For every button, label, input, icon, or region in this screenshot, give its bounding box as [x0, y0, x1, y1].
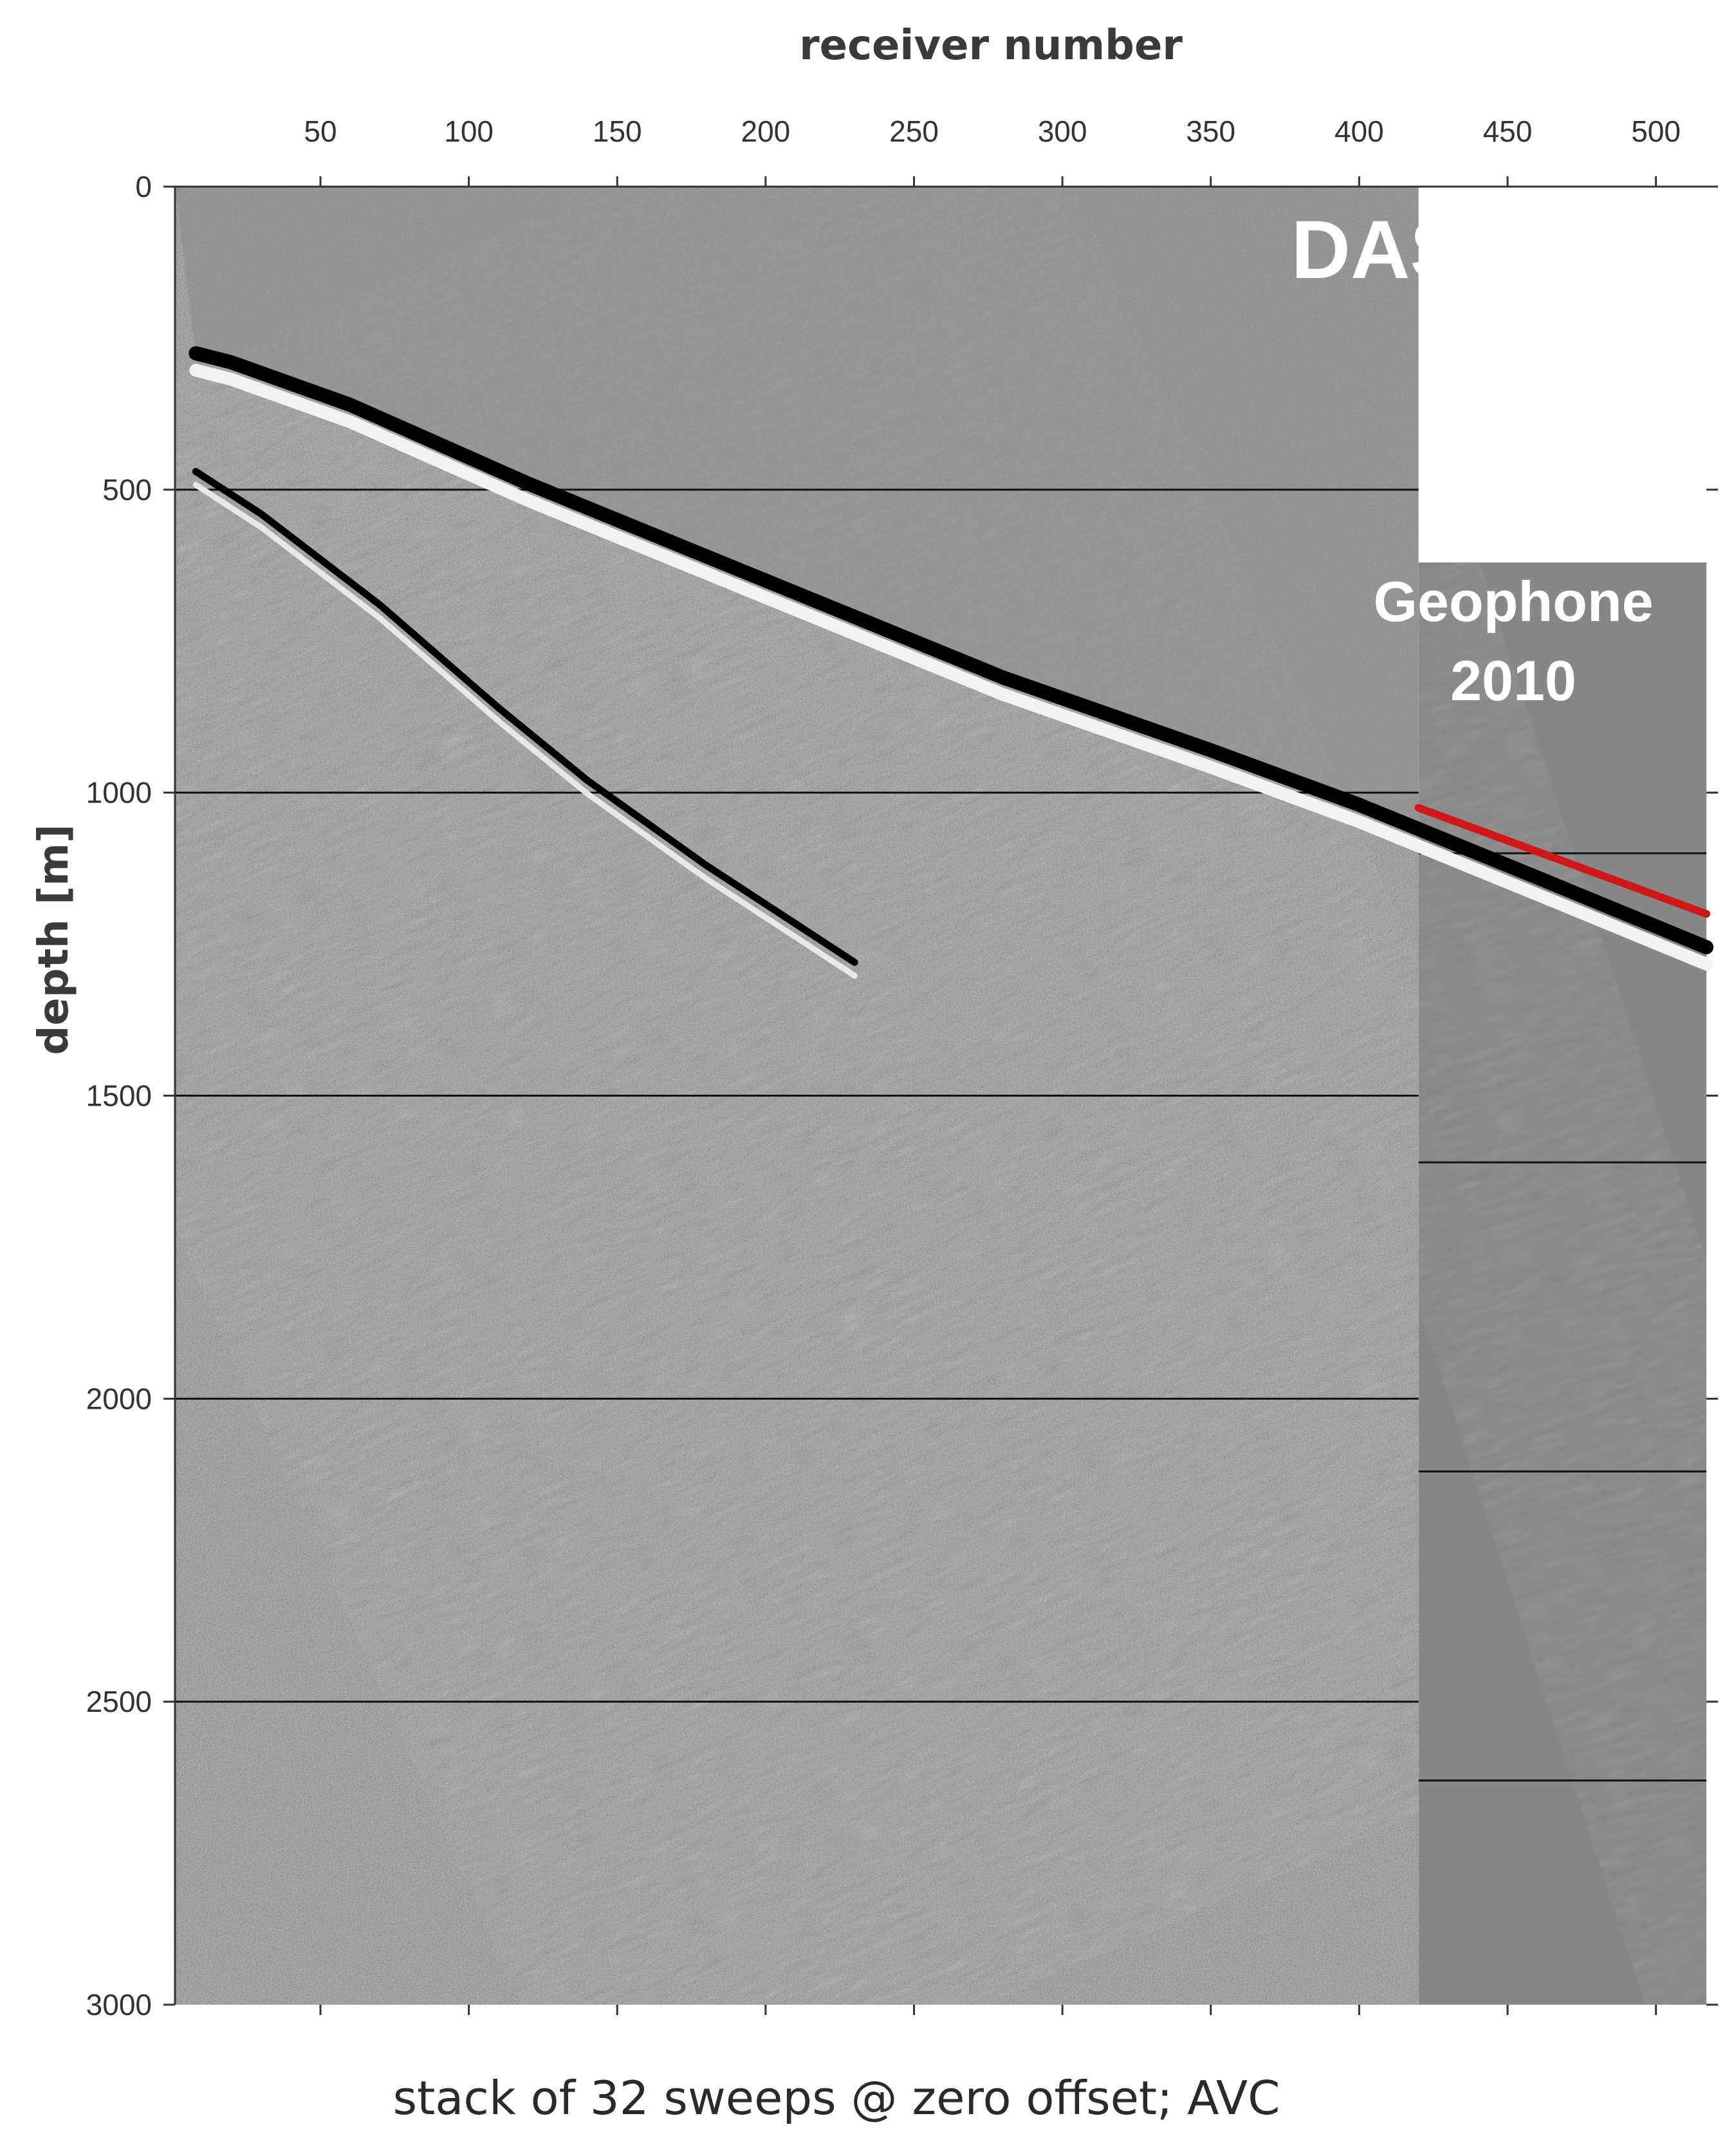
x-tick-label: 150 — [593, 115, 642, 148]
x-tick-label: 250 — [889, 115, 939, 148]
y-ticks: 0 500 1000 1500 2000 2500 3000 — [86, 170, 1718, 2021]
x-tick-label: 100 — [444, 115, 494, 148]
y-tick-label: 1500 — [86, 1079, 152, 1113]
geophone-stripes — [1418, 562, 1707, 2005]
y-tick-label: 0 — [135, 170, 152, 203]
secondary-arrival — [192, 468, 858, 966]
first-arrival-halo — [189, 364, 1713, 971]
secondary-arrival-halo — [192, 481, 858, 979]
x-ticks: 50 100 150 200 250 300 350 400 450 500 — [304, 115, 1681, 2015]
x-tick-label: 50 — [304, 115, 337, 148]
y-tick-label: 2000 — [86, 1382, 152, 1415]
geophone-pick — [1414, 804, 1710, 918]
x-tick-label: 350 — [1186, 115, 1235, 148]
x-tick-label: 200 — [741, 115, 790, 148]
y-axis-title: depth [m] — [30, 824, 78, 1055]
figure-caption: stack of 32 sweeps @ zero offset; AVC — [393, 2071, 1280, 2125]
y-tick-label: 2500 — [86, 1685, 152, 1718]
x-tick-label: 500 — [1631, 115, 1681, 148]
first-arrival — [189, 346, 1713, 954]
x-axis-title: receiver number — [799, 22, 1183, 70]
x-tick-label: 400 — [1334, 115, 1384, 148]
geophone-panel — [1418, 562, 1707, 2005]
geophone-panel-label-line2: 2010 — [1450, 649, 1576, 712]
y-tick-label: 1000 — [86, 776, 152, 810]
geophone-panel-label-line1: Geophone — [1373, 570, 1653, 633]
das-pre-arrival-zone — [175, 187, 1419, 830]
das-panel-label: DAS 2011 — [1291, 204, 1667, 296]
gridlines — [175, 488, 1706, 1782]
y-tick-label: 500 — [102, 473, 152, 506]
arrivals — [189, 346, 1713, 979]
x-tick-label: 300 — [1038, 115, 1087, 148]
y-tick-label: 3000 — [86, 1988, 152, 2021]
x-tick-label: 450 — [1483, 115, 1533, 148]
